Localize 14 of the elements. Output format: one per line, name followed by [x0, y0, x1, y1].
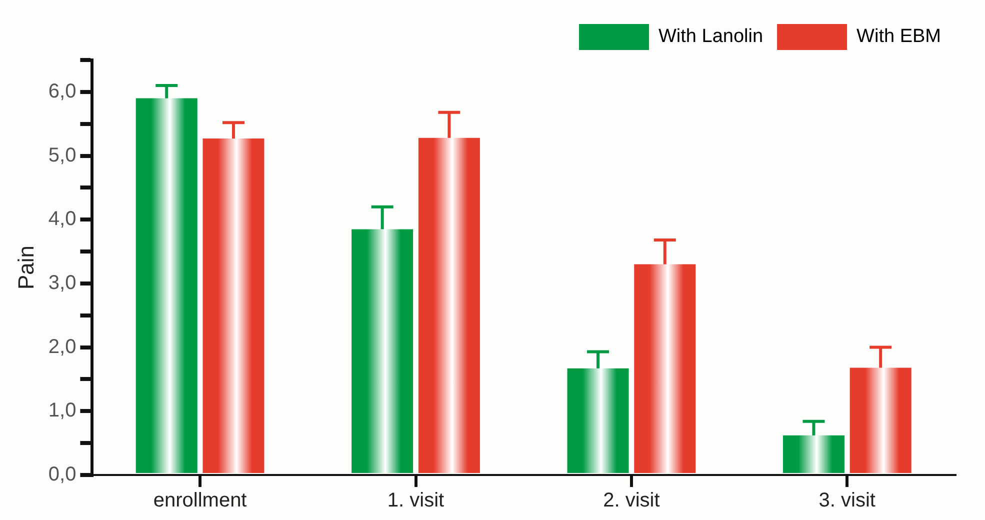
x-tick-label: 2. visit — [603, 490, 660, 512]
legend-label: With EBM — [856, 26, 941, 48]
y-axis-title: Pain — [13, 245, 38, 290]
y-tick-label: 5,0 — [48, 144, 76, 166]
y-tick-label: 1,0 — [48, 400, 76, 422]
x-tick-label: enrollment — [153, 490, 248, 512]
legend-label: With Lanolin — [658, 26, 764, 48]
x-tick-label: 1. visit — [387, 490, 445, 512]
y-tick-label: 6,0 — [48, 80, 76, 102]
y-tick-label: 2,0 — [48, 336, 76, 358]
x-tick-label: 3. visit — [818, 490, 876, 512]
y-tick-label: 4,0 — [48, 208, 76, 230]
y-tick-label: 0,0 — [48, 464, 76, 486]
y-tick-label: 3,0 — [48, 272, 76, 294]
